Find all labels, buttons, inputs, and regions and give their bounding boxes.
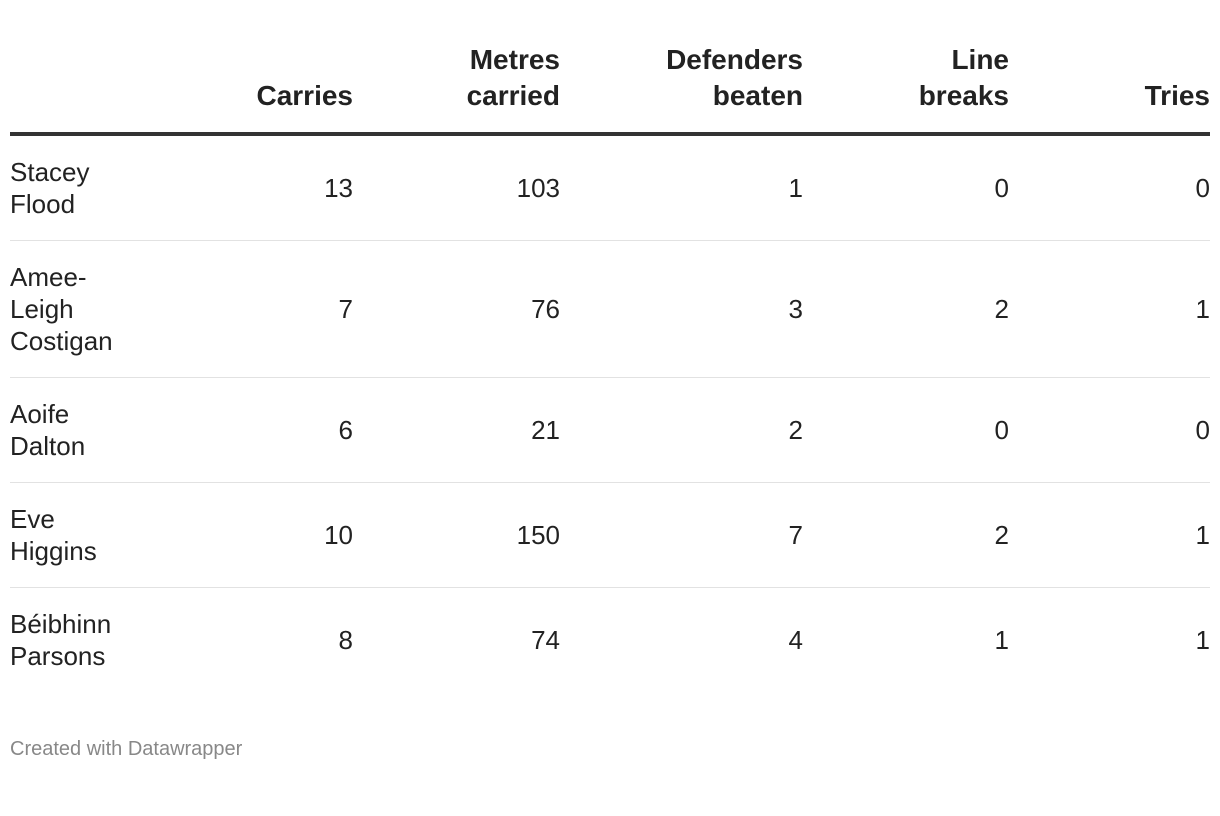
column-header-line-breaks: Line breaks bbox=[803, 42, 1009, 136]
table-row: Béibhinn Parsons 8 74 4 1 1 bbox=[10, 588, 1210, 693]
carries-cell: 7 bbox=[130, 240, 353, 378]
player-name-cell: Aoife Dalton bbox=[10, 377, 130, 483]
carries-cell: 8 bbox=[338, 625, 353, 655]
tries-cell: 1 bbox=[1009, 482, 1210, 588]
table-row: Eve Higgins 10 150 7 2 1 bbox=[10, 482, 1210, 588]
carries-cell: 10 bbox=[130, 482, 353, 588]
header-row: Carries Metres carried Defenders beaten … bbox=[10, 42, 1210, 136]
metres-cell: 103 bbox=[353, 134, 560, 241]
defenders-cell: 1 bbox=[560, 134, 803, 241]
tries-cell: 1 bbox=[1009, 240, 1210, 378]
defenders-cell: 2 bbox=[560, 377, 803, 483]
metres-cell: 76 bbox=[353, 240, 560, 378]
linebreaks-cell: 2 bbox=[803, 240, 1009, 378]
defenders-cell: 7 bbox=[560, 482, 803, 588]
linebreaks-cell: 1 bbox=[994, 625, 1009, 655]
footer-credit: Created with Datawrapper bbox=[10, 738, 243, 760]
tries-cell: 0 bbox=[1009, 377, 1210, 483]
player-name-cell: Amee- Leigh Costigan bbox=[10, 240, 130, 378]
metres-cell: 21 bbox=[353, 377, 560, 483]
player-name-cell: Béibhinn Parsons bbox=[10, 609, 112, 671]
table-container: Carries Metres carried Defenders beaten … bbox=[10, 42, 1210, 760]
defenders-cell: 3 bbox=[560, 240, 803, 378]
tries-cell: 1 bbox=[1195, 625, 1210, 655]
player-name-cell: Stacey Flood bbox=[10, 134, 130, 241]
stats-table: Carries Metres carried Defenders beaten … bbox=[10, 42, 1210, 692]
metres-cell: 74 bbox=[531, 625, 560, 655]
column-header-carries: Carries bbox=[130, 42, 353, 136]
column-header-defenders-beaten: Defenders beaten bbox=[560, 42, 803, 136]
table-row: Stacey Flood 13 103 1 0 0 bbox=[10, 134, 1210, 241]
tries-cell: 0 bbox=[1009, 134, 1210, 241]
player-name-cell: Eve Higgins bbox=[10, 482, 130, 588]
column-header-name bbox=[10, 42, 130, 136]
metres-cell: 150 bbox=[353, 482, 560, 588]
linebreaks-cell: 0 bbox=[803, 377, 1009, 483]
carries-cell: 13 bbox=[130, 134, 353, 241]
linebreaks-cell: 2 bbox=[803, 482, 1009, 588]
carries-cell: 6 bbox=[130, 377, 353, 483]
linebreaks-cell: 0 bbox=[803, 134, 1009, 241]
table-row: Aoife Dalton 6 21 2 0 0 bbox=[10, 377, 1210, 483]
table-row: Amee- Leigh Costigan 7 76 3 2 1 bbox=[10, 240, 1210, 378]
column-header-metres-carried: Metres carried bbox=[353, 42, 560, 136]
defenders-cell: 4 bbox=[788, 625, 803, 655]
column-header-tries: Tries bbox=[1009, 42, 1210, 136]
